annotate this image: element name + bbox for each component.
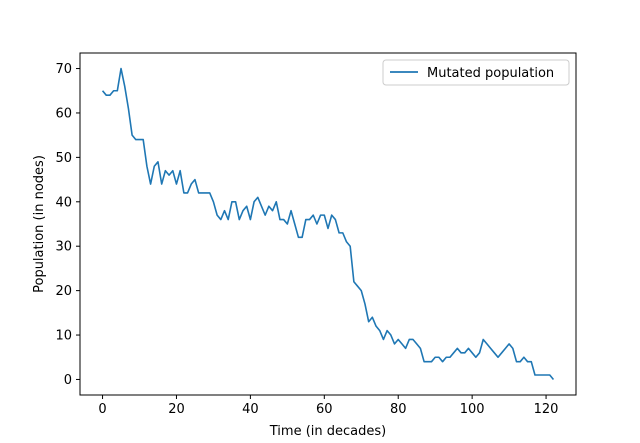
x-tick-label: 0 bbox=[98, 402, 106, 417]
x-axis-ticks: 0 20 40 60 80 100 120 bbox=[98, 395, 558, 417]
y-tick-label: 20 bbox=[55, 284, 72, 299]
y-tick-label: 60 bbox=[55, 106, 72, 121]
legend-box bbox=[382, 59, 570, 86]
y-tick-label: 10 bbox=[55, 329, 72, 344]
y-tick-label: 40 bbox=[55, 195, 72, 210]
plot-area bbox=[101, 67, 555, 380]
y-axis-ticks: 0 10 20 30 40 50 60 70 bbox=[55, 62, 80, 388]
x-axis-label: Time (in decades) bbox=[269, 424, 386, 439]
axes-frame bbox=[79, 52, 577, 396]
y-tick-label: 50 bbox=[55, 151, 72, 166]
legend-label: Mutated population bbox=[427, 66, 554, 81]
x-tick-label: 20 bbox=[168, 402, 185, 417]
legend: Mutated population bbox=[382, 59, 570, 86]
y-axis-label: Population (in nodes) bbox=[32, 155, 47, 293]
y-tick-label: 30 bbox=[55, 240, 72, 255]
y-tick-label: 70 bbox=[55, 62, 72, 77]
x-tick-label: 100 bbox=[460, 402, 485, 417]
x-tick-label: 40 bbox=[242, 402, 259, 417]
x-tick-label: 120 bbox=[534, 402, 559, 417]
x-tick-label: 60 bbox=[316, 402, 333, 417]
series-line-0 bbox=[101, 67, 555, 380]
x-tick-label: 80 bbox=[390, 402, 407, 417]
y-tick-label: 0 bbox=[64, 373, 72, 388]
